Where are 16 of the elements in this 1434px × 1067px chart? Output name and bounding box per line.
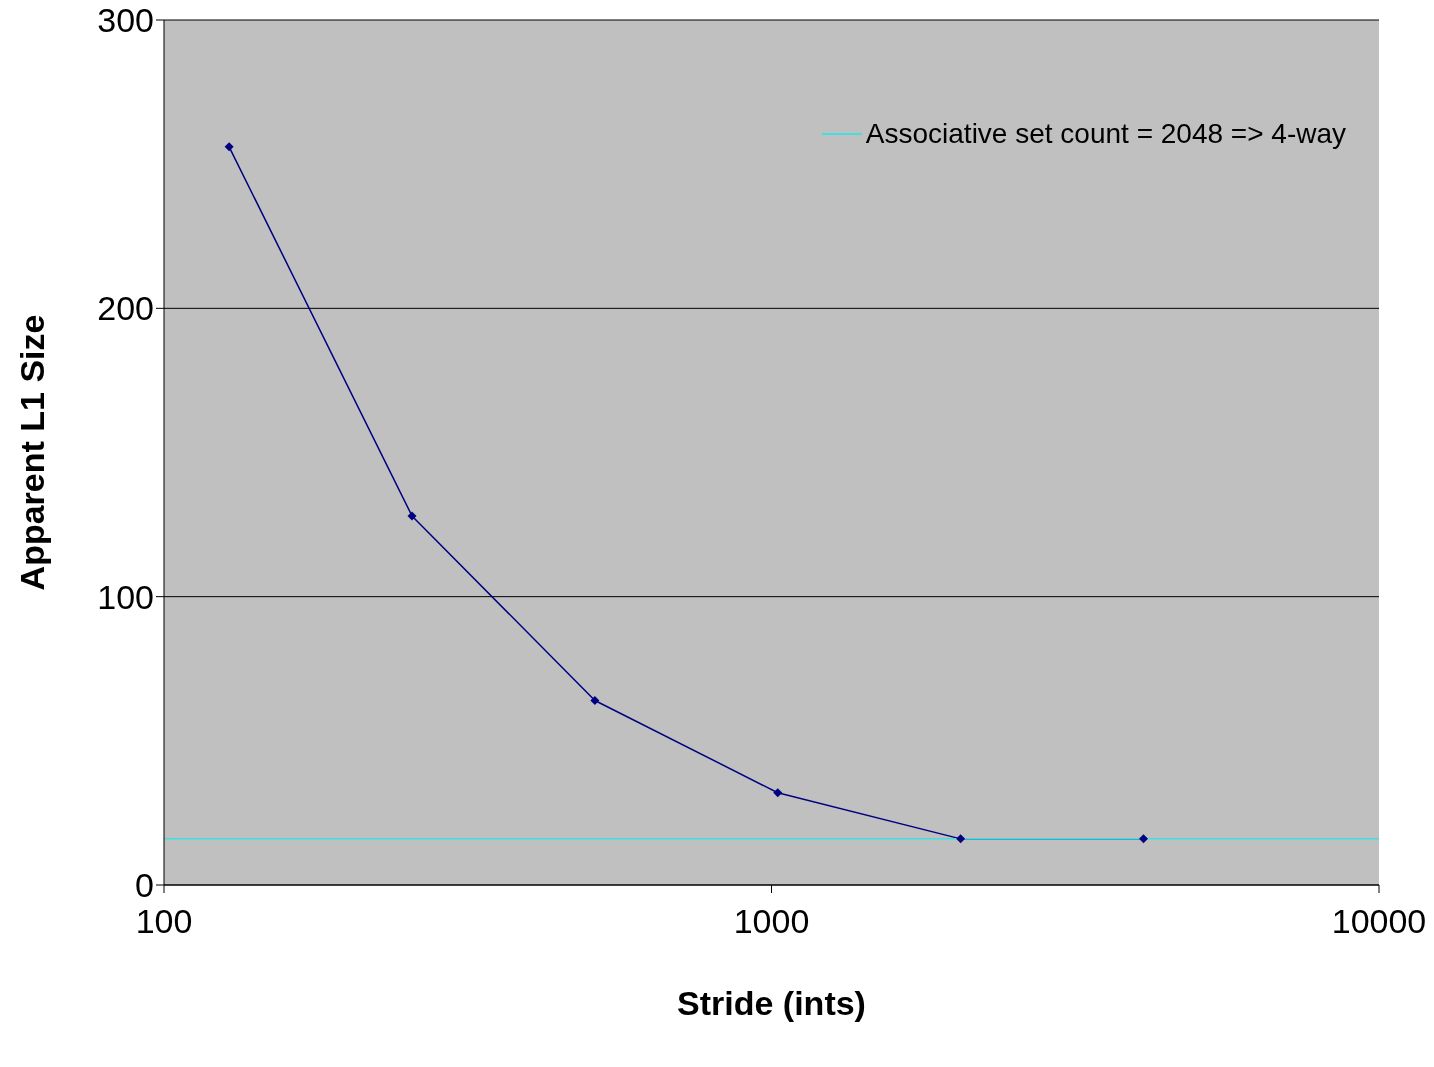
point (1139, 834, 1149, 844)
y-tick-label: 100 (97, 577, 154, 616)
y-tick-label: 200 (97, 289, 154, 328)
point (773, 788, 783, 798)
point (590, 695, 600, 705)
x-tick-label: 100 (135, 902, 193, 941)
point (956, 834, 966, 844)
y-axis-title: Apparent L1 Size (13, 314, 52, 591)
x-tick-label: 10000 (1331, 902, 1427, 941)
point (224, 142, 234, 152)
x-axis-title: Stride (ints) (677, 984, 866, 1022)
x-tick-label: 1000 (733, 902, 810, 941)
y-tick-label: 0 (135, 866, 154, 905)
legend-label: Associative set count = 2048 => 4-way (865, 118, 1346, 150)
point (407, 511, 417, 521)
y-tick-label: 300 (97, 1, 154, 40)
